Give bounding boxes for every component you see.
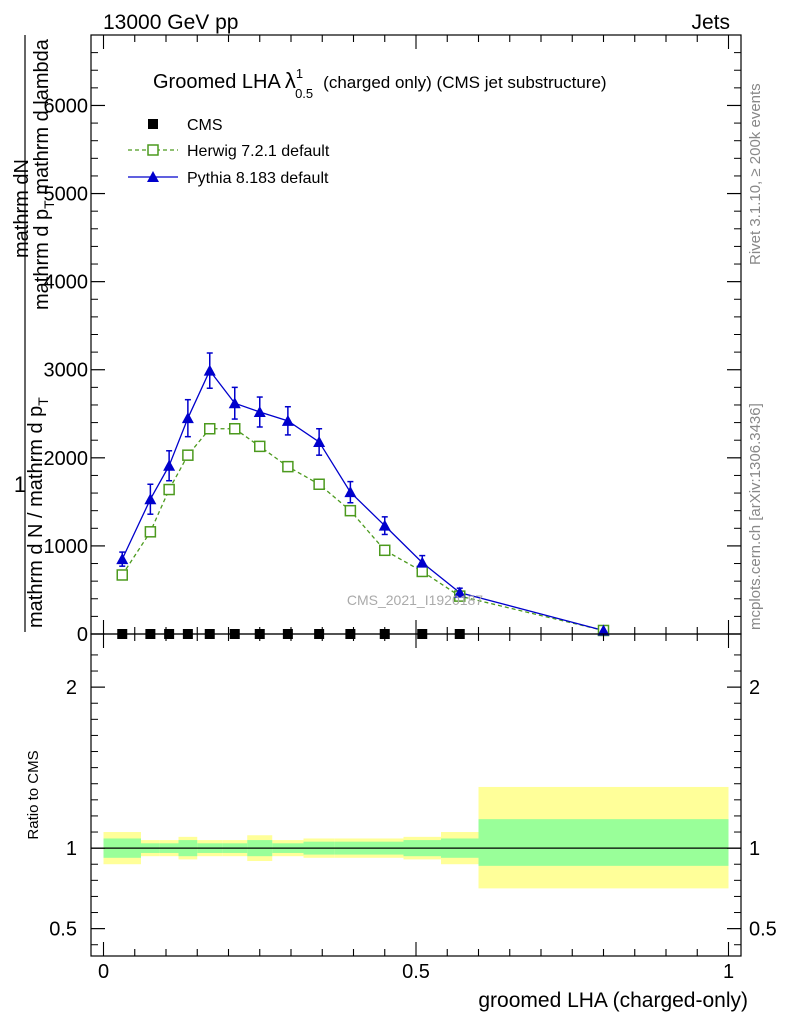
ratio-bands xyxy=(103,786,729,889)
herwig-point xyxy=(254,440,266,453)
legend-item-cms: CMS xyxy=(148,117,223,134)
legend: CMS Herwig 7.2.1 default Pythia 8.183 de… xyxy=(128,117,330,187)
pythia-point xyxy=(453,586,466,598)
mcplots-label: mcplots.cern.ch [arXiv:1306.3436] xyxy=(747,403,764,630)
ratio-axis-ticks: 0.5 0.5 1 1 2 2 0 0.5 1 xyxy=(49,634,777,983)
herwig-point xyxy=(344,504,357,517)
pythia-point xyxy=(203,364,216,376)
main-y-tick-label: 1000 xyxy=(44,536,89,558)
main-y-tick-label: 6000 xyxy=(44,95,89,117)
pythia-point xyxy=(344,486,357,498)
herwig-point xyxy=(313,478,325,490)
main-panel: 0 1000 2000 3000 4000 5000 6000 CMS_2021_I1920… xyxy=(44,34,742,646)
y-label-numerator: 1 xyxy=(14,472,26,497)
pythia-point xyxy=(253,406,266,418)
main-y-tick-label: 3000 xyxy=(44,360,89,382)
main-y-tick-label: 2000 xyxy=(44,448,89,470)
legend-label-herwig: Herwig 7.2.1 default xyxy=(187,143,330,160)
pythia-point xyxy=(313,435,326,447)
chart-title: Groomed LHA λ1 0.5(charged only) (CMS jet … xyxy=(153,66,607,101)
pythia-point xyxy=(597,624,610,636)
legend-marker-pythia xyxy=(147,171,159,182)
herwig-point xyxy=(144,526,157,538)
pythia-point xyxy=(228,397,241,409)
ratio-y-tick-label-right: 2 xyxy=(749,677,760,699)
analysis-watermark: CMS_2021_I1920187 xyxy=(347,592,483,608)
ratio-y-tick-label-right: 0.5 xyxy=(749,919,777,941)
y-label-denominator: mathrm d N / mathrm d pT xyxy=(25,397,51,628)
x-tick-label: 1 xyxy=(723,961,734,983)
pythia-point xyxy=(281,414,294,426)
pythia-point xyxy=(144,493,157,505)
herwig-point xyxy=(204,423,216,435)
x-axis-label: groomed LHA (charged-only) xyxy=(478,989,748,1012)
ratio-y-tick-label: 1 xyxy=(66,838,77,860)
ratio-y-tick-label: 0.5 xyxy=(49,919,77,941)
legend-label-pythia: Pythia 8.183 default xyxy=(187,170,329,187)
pythia-line xyxy=(121,369,604,632)
pythia-point xyxy=(416,556,429,568)
ratio-y-tick-label-right: 1 xyxy=(749,838,760,860)
legend-marker-herwig xyxy=(147,144,159,156)
herwig-point xyxy=(229,423,241,435)
legend-label-cms: CMS xyxy=(187,117,223,134)
herwig-point xyxy=(182,449,194,461)
main-y-tick-label: 0 xyxy=(77,624,88,646)
y-label-dpt: mathrm d pT mathrm d lambda xyxy=(31,38,57,310)
main-y-axis-label: 1 mathrm dN mathrm d pT mathrm d lambda … xyxy=(11,35,57,632)
ratio-y-tick-label: 2 xyxy=(66,677,77,699)
header-energy-label: 13000 GeV pp xyxy=(103,11,238,34)
pythia-point xyxy=(378,519,391,531)
legend-item-herwig: Herwig 7.2.1 default xyxy=(128,143,330,160)
ratio-panel: 0.5 0.5 1 1 2 2 0 0.5 1 Ratio to CMS xyxy=(25,633,777,983)
x-tick-label: 0.5 xyxy=(402,961,430,983)
main-y-tick-label: 4000 xyxy=(44,272,89,294)
herwig-point xyxy=(282,460,294,473)
pythia-point xyxy=(116,553,129,565)
herwig-point xyxy=(379,544,391,557)
rivet-version-label: Rivet 3.1.10, ≥ 200k events xyxy=(747,83,764,265)
herwig-point xyxy=(416,565,428,578)
main-y-tick-label: 5000 xyxy=(44,184,89,206)
herwig-point xyxy=(163,483,175,496)
pythia-point xyxy=(163,459,176,471)
header-analysis-label: Jets xyxy=(691,11,730,34)
legend-marker-cms xyxy=(148,119,158,129)
x-tick-label: 0 xyxy=(98,961,109,983)
ratio-y-label: Ratio to CMS xyxy=(25,750,42,839)
herwig-point xyxy=(116,569,128,581)
y-label-dn: mathrm dN xyxy=(11,159,33,258)
ratio-inner-band xyxy=(478,819,729,866)
pythia-point xyxy=(181,412,194,424)
legend-item-pythia: Pythia 8.183 default xyxy=(128,170,329,187)
